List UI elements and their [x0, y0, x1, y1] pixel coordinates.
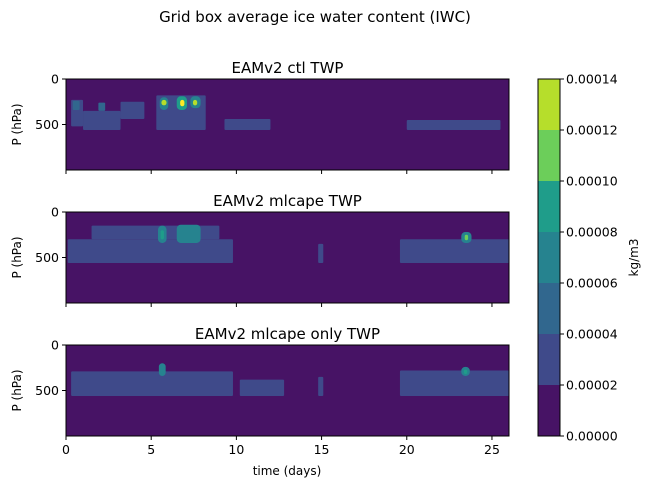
- iwc-region: [239, 379, 285, 396]
- colorbar-tick-label: 0.00004: [566, 327, 618, 342]
- y-tick-label: 500: [35, 250, 59, 265]
- colorbar-tick-label: 0.00008: [566, 225, 618, 240]
- iwc-region: [399, 370, 509, 396]
- x-tick-label: 25: [484, 442, 500, 457]
- y-axis-label: P (hPa): [10, 103, 24, 145]
- iwc-region: [161, 99, 167, 106]
- colorbar-band: [538, 79, 560, 130]
- colorbar-tick-label: 0.00014: [566, 72, 618, 87]
- colorbar-label: kg/m3: [627, 239, 641, 277]
- x-tick-label: 0: [62, 442, 70, 457]
- colorbar-tick-label: 0.00010: [566, 174, 618, 189]
- x-tick-label: 5: [147, 442, 155, 457]
- iwc-region: [120, 101, 145, 120]
- x-tick-label: 10: [228, 442, 244, 457]
- y-tick-label: 0: [51, 338, 59, 353]
- panel-1: EAMv2 ctl TWP P (hPa) 0 500: [10, 59, 510, 174]
- colorbar-band: [538, 181, 560, 232]
- colorbar-tick-label: 0.00006: [566, 276, 618, 291]
- panel-title: EAMv2 ctl TWP: [232, 59, 344, 77]
- y-tick-label: 0: [51, 72, 59, 87]
- iwc-region: [318, 243, 324, 263]
- colorbar-tick-label: 0.00000: [566, 429, 618, 444]
- iwc-region: [192, 99, 198, 106]
- colorbar-tick-label: 0.00012: [566, 123, 618, 138]
- y-tick-label: 500: [35, 117, 59, 132]
- colorbar-band: [538, 283, 560, 334]
- iwc-region: [176, 224, 201, 243]
- x-tick-label: 15: [314, 442, 330, 457]
- panel-title: EAMv2 mlcape TWP: [213, 192, 362, 210]
- colorbar-frame: [537, 78, 561, 437]
- colorbar-band: [538, 232, 560, 283]
- x-tick-label: 20: [399, 442, 415, 457]
- iwc-region: [67, 239, 233, 263]
- figure-title: Grid box average ice water content (IWC): [159, 8, 471, 26]
- x-axis-label: time (days): [253, 464, 322, 478]
- panel-3: EAMv2 mlcape only TWP P (hPa) 0 500 0 5 10 15 20…: [10, 325, 510, 457]
- iwc-region: [464, 234, 469, 241]
- iwc-region: [463, 369, 468, 375]
- panel-2: EAMv2 mlcape TWP P (hPa) 0 500: [10, 192, 510, 307]
- iwc-region: [160, 230, 164, 240]
- y-axis-label: P (hPa): [10, 369, 24, 411]
- iwc-region: [72, 100, 80, 110]
- y-axis-label: P (hPa): [10, 236, 24, 278]
- iwc-region: [406, 119, 501, 130]
- colorbar-tick-label: 0.00002: [566, 378, 618, 393]
- iwc-region: [180, 99, 185, 107]
- colorbar-band: [538, 385, 560, 436]
- y-tick-label: 500: [35, 383, 59, 398]
- iwc-region: [71, 371, 233, 396]
- colorbar-band: [538, 130, 560, 181]
- panel-title: EAMv2 mlcape only TWP: [195, 325, 380, 343]
- y-tick-label: 0: [51, 205, 59, 220]
- iwc-region: [98, 102, 106, 111]
- iwc-region: [399, 239, 509, 263]
- colorbar: 0.00000 0.00002 0.00004 0.00006 0.00008 0.000…: [537, 72, 641, 444]
- iwc-region: [158, 363, 166, 376]
- iwc-region: [224, 119, 271, 130]
- colorbar-band: [538, 334, 560, 385]
- iwc-region: [83, 110, 121, 130]
- iwc-region: [318, 376, 324, 396]
